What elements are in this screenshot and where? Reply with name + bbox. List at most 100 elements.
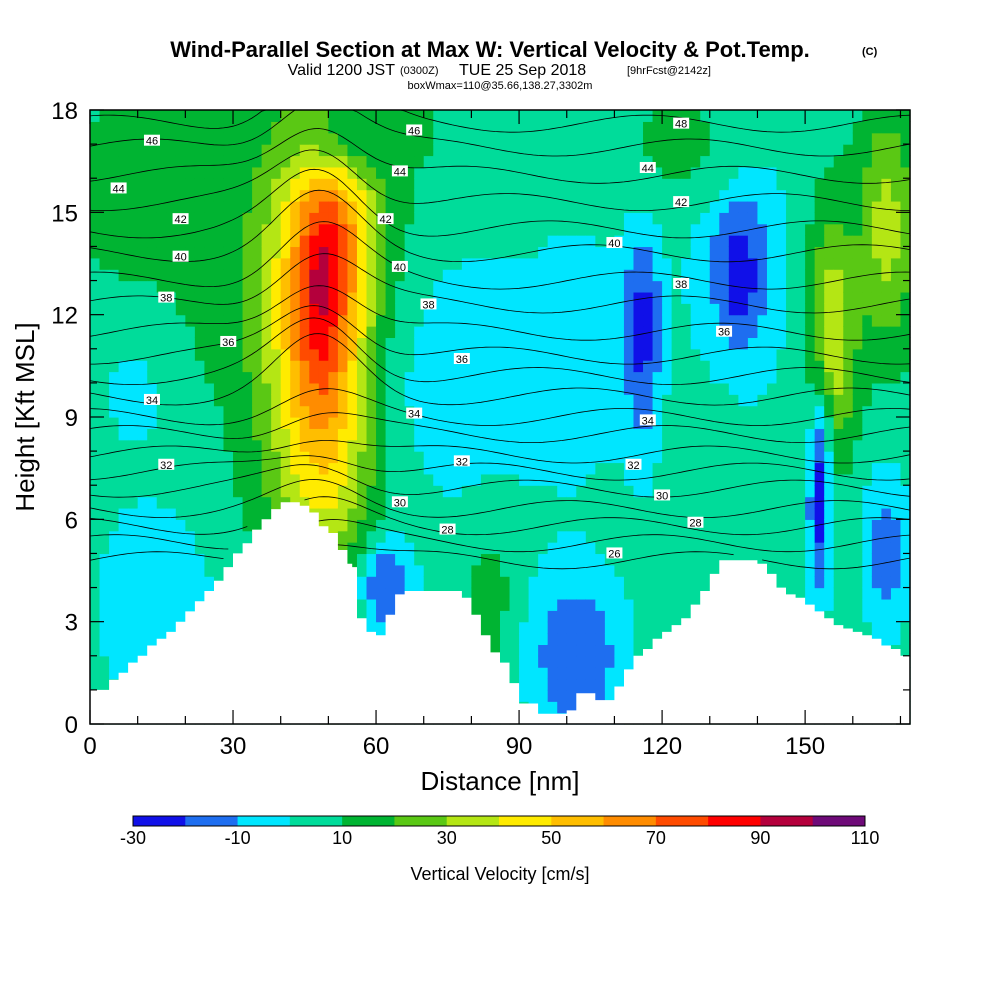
- velocity-cell: [671, 303, 682, 316]
- velocity-cell: [356, 110, 368, 122]
- velocity-cell: [376, 473, 387, 486]
- velocity-cell: [194, 542, 206, 555]
- velocity-cell: [509, 257, 520, 270]
- velocity-cell: [480, 314, 492, 327]
- velocity-cell: [900, 155, 911, 168]
- velocity-cell: [652, 189, 663, 202]
- theta-label-bg: [158, 291, 175, 303]
- velocity-cell: [500, 405, 511, 418]
- velocity-cell: [99, 132, 110, 145]
- velocity-cell: [318, 257, 329, 270]
- velocity-cell: [480, 178, 492, 191]
- velocity-cell: [900, 144, 911, 157]
- velocity-cell: [557, 633, 568, 646]
- velocity-cell: [147, 200, 158, 213]
- velocity-cell: [614, 303, 625, 316]
- velocity-cell: [728, 291, 739, 304]
- velocity-cell: [356, 246, 368, 259]
- velocity-cell: [833, 178, 844, 191]
- velocity-cell: [233, 530, 244, 543]
- velocity-cell: [547, 189, 558, 202]
- velocity-cell: [690, 269, 701, 282]
- velocity-cell: [213, 144, 225, 157]
- theta-label: 40: [606, 237, 623, 250]
- velocity-cell: [862, 337, 873, 350]
- velocity-cell: [99, 155, 110, 168]
- velocity-cell: [509, 496, 520, 509]
- velocity-cell: [461, 542, 472, 555]
- velocity-cell: [290, 132, 301, 145]
- velocity-cell: [347, 144, 358, 157]
- velocity-cell: [719, 348, 730, 361]
- velocity-cell: [776, 451, 787, 464]
- velocity-cell: [871, 235, 882, 248]
- velocity-cell: [633, 473, 644, 486]
- velocity-cell: [776, 314, 787, 327]
- velocity-cell: [566, 326, 577, 339]
- velocity-cell: [623, 405, 635, 418]
- velocity-cell: [90, 621, 101, 634]
- velocity-cell: [833, 223, 844, 236]
- velocity-cell: [490, 451, 501, 464]
- velocity-cell: [833, 598, 844, 611]
- velocity-cell: [261, 110, 272, 122]
- velocity-cell: [547, 212, 558, 225]
- velocity-cell: [843, 519, 854, 532]
- velocity-cell: [652, 144, 663, 157]
- velocity-cell: [662, 212, 673, 225]
- velocity-cell: [261, 200, 272, 213]
- velocity-cell: [824, 428, 835, 441]
- velocity-cell: [404, 485, 415, 498]
- velocity-cell: [900, 110, 911, 122]
- velocity-cell: [166, 496, 177, 509]
- velocity-cell: [318, 496, 329, 509]
- velocity-cell: [99, 542, 110, 555]
- velocity-cell: [471, 121, 482, 134]
- theta-label-bg: [673, 117, 690, 129]
- velocity-cell: [385, 587, 396, 600]
- theta-label: 32: [625, 458, 642, 472]
- velocity-cell: [366, 587, 377, 600]
- velocity-cell: [99, 337, 110, 350]
- velocity-cell: [700, 348, 711, 361]
- velocity-cell: [137, 439, 148, 452]
- velocity-cell: [881, 235, 892, 248]
- velocity-cell: [786, 235, 797, 248]
- theta-contour-26: [89, 544, 911, 570]
- velocity-cell: [662, 451, 673, 464]
- velocity-cell: [299, 394, 310, 407]
- velocity-cell: [852, 496, 863, 509]
- velocity-cell: [452, 564, 463, 577]
- velocity-cell: [766, 223, 778, 236]
- velocity-cell: [128, 542, 139, 555]
- velocity-cell: [814, 564, 825, 577]
- velocity-cell: [90, 576, 101, 589]
- velocity-cell: [366, 337, 377, 350]
- velocity-cell: [576, 496, 587, 509]
- velocity-cell: [194, 337, 206, 350]
- velocity-cell: [700, 576, 711, 589]
- velocity-cell: [690, 291, 701, 304]
- velocity-cell: [528, 530, 539, 543]
- velocity-cell: [614, 178, 625, 191]
- velocity-cell: [471, 246, 482, 259]
- velocity-cell: [566, 382, 577, 395]
- velocity-cell: [709, 394, 720, 407]
- velocity-cell: [318, 246, 329, 259]
- velocity-cell: [471, 382, 482, 395]
- velocity-cell: [194, 451, 206, 464]
- velocity-cell: [547, 417, 558, 429]
- velocity-cell: [471, 144, 482, 157]
- velocity-cell: [433, 144, 444, 157]
- velocity-cell: [538, 212, 549, 225]
- velocity-cell: [776, 223, 787, 236]
- velocity-cell: [595, 337, 606, 350]
- velocity-cell: [643, 212, 654, 225]
- velocity-cell: [662, 428, 673, 441]
- velocity-cell: [623, 417, 635, 429]
- velocity-cell: [795, 132, 806, 145]
- velocity-cell: [376, 553, 387, 566]
- velocity-cell: [700, 496, 711, 509]
- velocity-cell: [166, 553, 177, 566]
- velocity-cell: [156, 417, 167, 429]
